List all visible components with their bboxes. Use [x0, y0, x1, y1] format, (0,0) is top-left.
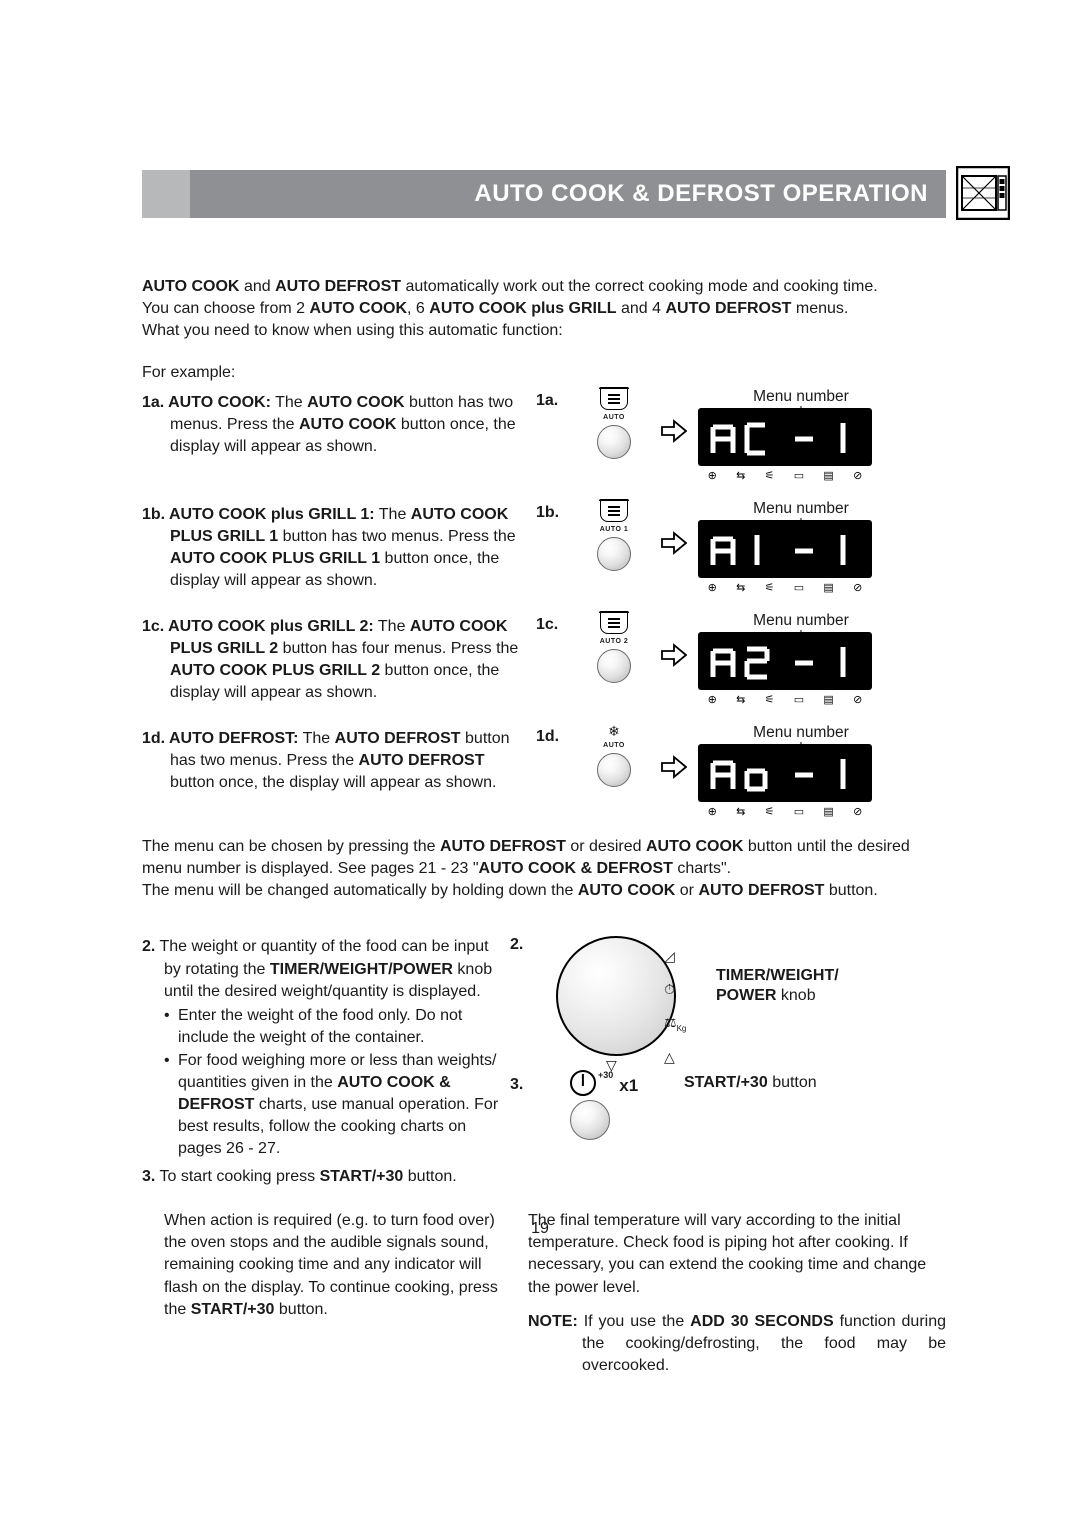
display-text-1b — [705, 529, 865, 569]
weight-icon: ⚖Kg — [664, 1014, 686, 1033]
arrow-right-icon — [661, 531, 687, 555]
display-text-1c — [705, 641, 865, 681]
display-status-icons: ⊕⇆⚟▭▤⊘ — [698, 692, 872, 706]
lcd-display-1b — [698, 520, 872, 578]
triangle-down-icon: ▽ — [606, 1057, 617, 1074]
auto-cook-grill-1-button-icon: AUTO 1 — [578, 500, 650, 571]
start-button-knob-icon — [570, 1100, 610, 1140]
title-bar: AUTO COOK & DEFROST OPERATION — [142, 170, 946, 218]
lcd-display-1c — [698, 632, 872, 690]
step-id-1c: 1c. — [536, 612, 578, 634]
menu-number-label: Menu number — [698, 388, 904, 406]
arrow-right-icon — [661, 755, 687, 779]
triangle-mark-icon: ◿ — [664, 948, 686, 965]
step-1a-row: 1a. AUTO COOK: The AUTO COOK button has … — [142, 388, 946, 482]
press-count: x1 — [619, 1076, 638, 1096]
knob-label: TIMER/WEIGHT/POWER knob — [716, 966, 839, 1004]
auto-cook-button-icon: AUTO — [578, 388, 650, 459]
auto-defrost-button-icon: ❄ AUTO — [578, 724, 650, 787]
display-text-1d — [705, 753, 865, 793]
example-label: For example: — [142, 364, 946, 382]
menu-number-label: Menu number — [698, 500, 904, 518]
title-stub — [142, 170, 190, 218]
lcd-display-1a — [698, 408, 872, 466]
step-id-1b: 1b. — [536, 500, 578, 522]
display-status-icons: ⊕⇆⚟▭▤⊘ — [698, 580, 872, 594]
step-1b-row: 1b. AUTO COOK plus GRILL 1: The AUTO COO… — [142, 500, 946, 594]
clock-icon: ⏱ — [664, 981, 686, 998]
final-temperature-note: The final temperature will vary accordin… — [528, 1210, 946, 1377]
triangle-up-icon: △ — [664, 1049, 686, 1066]
intro-paragraph: AUTO COOK and AUTO DEFROST automatically… — [142, 276, 946, 342]
power-icon — [570, 1070, 596, 1096]
timer-weight-power-knob-icon — [556, 936, 676, 1056]
step-id-1a: 1a. — [536, 388, 578, 410]
display-status-icons: ⊕⇆⚟▭▤⊘ — [698, 804, 872, 818]
microwave-icon — [956, 166, 1010, 220]
step-id-1d: 1d. — [536, 724, 578, 746]
menu-choice-paragraph: The menu can be chosen by pressing the A… — [142, 836, 946, 902]
step-1c-row: 1c. AUTO COOK plus GRILL 2: The AUTO COO… — [142, 612, 946, 706]
display-status-icons: ⊕⇆⚟▭▤⊘ — [698, 468, 872, 482]
page-title: AUTO COOK & DEFROST OPERATION — [190, 170, 946, 218]
action-required-note: When action is required (e.g. to turn fo… — [142, 1210, 500, 1377]
step-1d-row: 1d. AUTO DEFROST: The AUTO DEFROST butto… — [142, 724, 946, 818]
arrow-right-icon — [661, 419, 687, 443]
auto-cook-grill-2-button-icon: AUTO 2 — [578, 612, 650, 683]
page-number: 19 — [531, 1220, 549, 1238]
start-button-label: START/+30 button — [684, 1074, 817, 1092]
lcd-display-1d — [698, 744, 872, 802]
menu-number-label: Menu number — [698, 612, 904, 630]
display-text-1a — [705, 417, 865, 457]
arrow-right-icon — [661, 643, 687, 667]
steps-2-3-text: 2. The weight or quantity of the food ca… — [142, 936, 504, 1190]
menu-number-label: Menu number — [698, 724, 904, 742]
step-2-figure: 2. ▽ ◿ ⏱ ⚖Kg △ TIMER/WEIGHT/POWER knob — [510, 936, 946, 1056]
